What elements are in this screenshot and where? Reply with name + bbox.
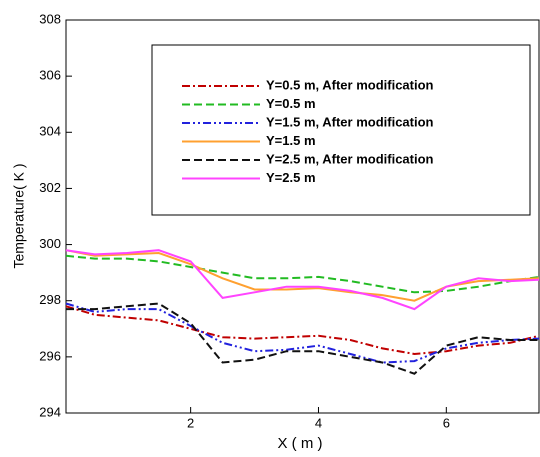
data-line (65, 254, 540, 294)
data-line (65, 249, 540, 302)
y-tick-label: 300 (39, 236, 61, 251)
legend-label: Y=2.5 m, After modification (266, 151, 434, 166)
legend-label: Y=0.5 m (266, 96, 316, 111)
y-tick-label: 296 (39, 348, 61, 363)
x-tick-label: 4 (315, 415, 322, 430)
legend-box (151, 44, 531, 216)
y-tick-label: 298 (39, 292, 61, 307)
y-tick-label: 302 (39, 180, 61, 195)
y-axis-label: Temperature( K ) (11, 163, 27, 268)
y-tick-label: 304 (39, 124, 61, 139)
x-tick-label: 6 (443, 415, 450, 430)
legend-label: Y=0.5 m, After modification (266, 77, 434, 92)
x-tick-label: 2 (187, 415, 194, 430)
data-line (65, 302, 540, 364)
y-tick-label: 306 (39, 68, 61, 83)
legend-label: Y=1.5 m (266, 133, 316, 148)
legend-label: Y=1.5 m, After modification (266, 114, 434, 129)
y-tick-label: 308 (39, 11, 61, 26)
plot-frame (65, 19, 540, 414)
data-line (65, 249, 540, 311)
legend-label: Y=2.5 m (266, 170, 316, 185)
y-tick-label: 294 (39, 404, 61, 419)
data-line (65, 305, 540, 356)
x-axis-label: X ( m ) (278, 435, 323, 452)
data-line (66, 302, 539, 375)
